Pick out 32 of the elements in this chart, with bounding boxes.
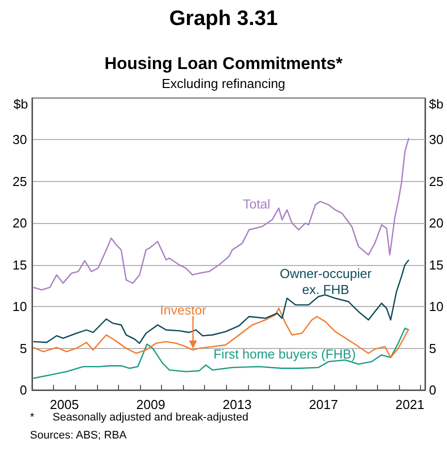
- series-label: Investor: [160, 302, 207, 318]
- text: * Seasonally adjusted and break-adjusted: [30, 412, 248, 424]
- series-label: Owner-occupier ex. FHB: [280, 266, 372, 298]
- chart-title: Graph 3.31: [169, 7, 278, 30]
- line-series: [32, 259, 410, 344]
- x-tick-label: 2013: [222, 397, 252, 412]
- series-label: First home buyers (FHB): [213, 346, 356, 362]
- y2-axis-title: $b: [429, 96, 444, 112]
- y2-tick-label: 20: [429, 216, 444, 231]
- y-tick-label: 10: [12, 299, 27, 314]
- text: Excluding refinancing: [162, 76, 286, 91]
- chart-subtitle: Housing Loan Commitments*: [104, 54, 343, 73]
- y-tick-label: 15: [12, 257, 27, 272]
- source-note: Sources: ABS; RBA: [30, 430, 128, 442]
- y2-tick-label: 15: [429, 257, 444, 272]
- x-tick-label: 2009: [136, 397, 166, 412]
- y2-tick-label: 10: [429, 299, 444, 314]
- y-axis-title: $b: [14, 96, 28, 112]
- line-series: [32, 328, 410, 379]
- y-tick-label: 25: [12, 174, 27, 189]
- x-tick-label: 2021: [395, 397, 424, 412]
- y2-tick-label: 30: [429, 132, 444, 148]
- series-label: Total: [242, 196, 270, 212]
- y-tick-label: 0: [20, 382, 27, 398]
- x-tick-label: 2005: [50, 397, 79, 412]
- y2-tick-label: 0: [429, 382, 436, 398]
- y2-tick-label: 25: [429, 174, 444, 189]
- y-tick-label: 30: [12, 132, 27, 148]
- y2-tick-label: 5: [429, 340, 436, 356]
- y-tick-label: 5: [20, 340, 27, 356]
- x-tick-label: 2017: [309, 397, 338, 412]
- y-tick-label: 20: [12, 216, 27, 231]
